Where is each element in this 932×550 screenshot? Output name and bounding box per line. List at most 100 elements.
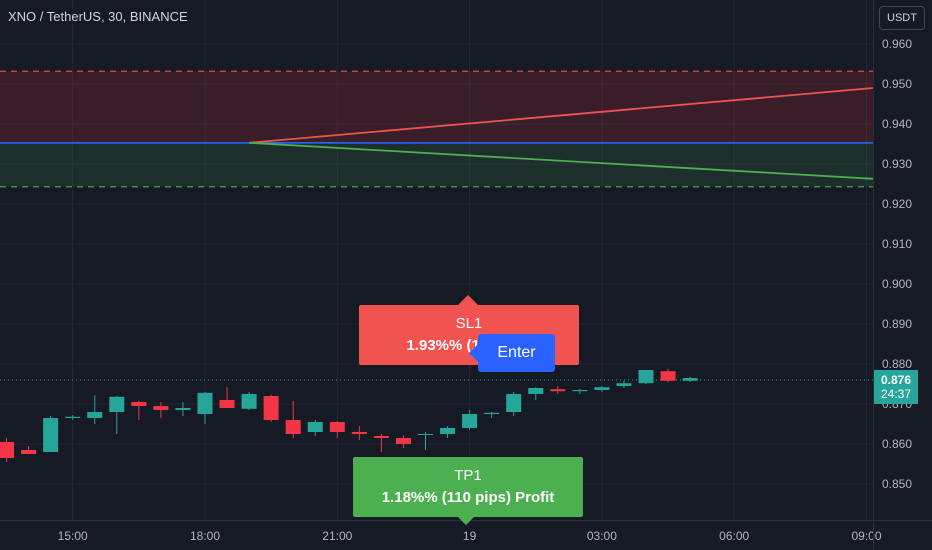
candle-body [572, 390, 588, 392]
candle [440, 426, 456, 438]
candle [21, 446, 37, 454]
candle-body [594, 387, 610, 390]
candle-body [506, 394, 522, 412]
candle-body [263, 396, 279, 420]
candle [616, 380, 632, 388]
y-tick-label: 0.950 [882, 77, 912, 91]
candle-body [418, 434, 433, 435]
candle [528, 387, 544, 400]
candle [263, 394, 279, 422]
candle-countdown: 24:37 [880, 387, 912, 401]
y-tick-label: 0.940 [882, 117, 912, 131]
take-profit-label: TP1 1.18%% (110 pips) Profit [353, 457, 583, 525]
candle [484, 412, 500, 418]
chart-title: XNO / TetherUS, 30, BINANCE [8, 9, 188, 24]
stop-loss-title: SL1 [455, 315, 483, 332]
x-tick-label: 21:00 [322, 529, 352, 543]
y-tick-label: 0.930 [882, 157, 912, 171]
candle [241, 392, 257, 410]
y-tick-label: 0.910 [882, 237, 912, 251]
candle-body [21, 450, 37, 454]
candle-body [43, 418, 59, 452]
x-tick-label: 06:00 [719, 529, 749, 543]
last-price-value: 0.876 [880, 373, 912, 387]
candle-body [528, 388, 544, 394]
candle [87, 395, 103, 424]
y-tick-label: 0.850 [882, 477, 912, 491]
y-tick-label: 0.920 [882, 197, 912, 211]
currency-button[interactable]: USDT [879, 6, 925, 30]
candle [131, 400, 147, 420]
candle-body [616, 383, 632, 386]
projection-line-upper [249, 87, 874, 144]
candle-body [109, 396, 125, 412]
last-price-badge: 0.876 24:37 [874, 370, 918, 404]
candle-body [285, 420, 301, 434]
candle-body [0, 442, 15, 458]
candle-body [131, 402, 147, 406]
candle [175, 402, 191, 416]
candle-body [307, 422, 323, 432]
candle [351, 426, 367, 440]
candle [109, 396, 125, 434]
candle [594, 386, 610, 392]
x-tick-label: 19 [463, 529, 477, 543]
candle [43, 416, 59, 452]
x-tick-label: 15:00 [58, 529, 88, 543]
x-tick-label: 09:00 [851, 529, 881, 543]
candle [197, 392, 213, 424]
projection-line-lower [249, 141, 874, 180]
candle-body [329, 422, 345, 432]
candle-body [153, 406, 169, 410]
candle-body [241, 394, 257, 409]
candle [418, 432, 433, 450]
candle [638, 370, 654, 384]
candle [660, 368, 676, 382]
candle [506, 392, 522, 416]
candle-body [87, 412, 103, 418]
y-tick-label: 0.890 [882, 317, 912, 331]
candle-body [351, 432, 367, 434]
candle-body [440, 428, 456, 434]
candle-body [638, 370, 654, 384]
y-tick-label: 0.900 [882, 277, 912, 291]
x-tick-label: 03:00 [587, 529, 617, 543]
candle [682, 376, 698, 382]
entry-label: Enter [469, 334, 555, 372]
candle-body [219, 400, 235, 408]
candles [0, 368, 698, 462]
candle [219, 387, 235, 408]
y-tick-label: 0.860 [882, 437, 912, 451]
candle [373, 434, 389, 452]
candle-body [373, 436, 389, 438]
candle [307, 420, 323, 436]
stop-loss-zone [0, 71, 873, 143]
candle-body [550, 389, 566, 392]
candle [0, 438, 15, 462]
candle [329, 420, 345, 438]
candle [65, 415, 81, 420]
candle-body [395, 438, 411, 444]
take-profit-zone [0, 142, 873, 187]
candle-body [462, 414, 478, 428]
y-tick-label: 0.880 [882, 357, 912, 371]
y-tick-label: 0.960 [882, 37, 912, 51]
risk-reward-zones [0, 70, 874, 381]
candle-body [484, 412, 500, 414]
candle [395, 435, 411, 448]
candle-body [197, 392, 213, 414]
candle-body [65, 416, 81, 418]
candle [572, 388, 588, 394]
candle-body [175, 408, 191, 410]
candle [550, 386, 566, 394]
candle-body [660, 371, 676, 381]
candle-body [682, 378, 698, 381]
take-profit-title: TP1 [454, 467, 482, 484]
candle [153, 402, 169, 418]
x-tick-label: 18:00 [190, 529, 220, 543]
candle [285, 400, 301, 438]
candle [462, 410, 478, 430]
